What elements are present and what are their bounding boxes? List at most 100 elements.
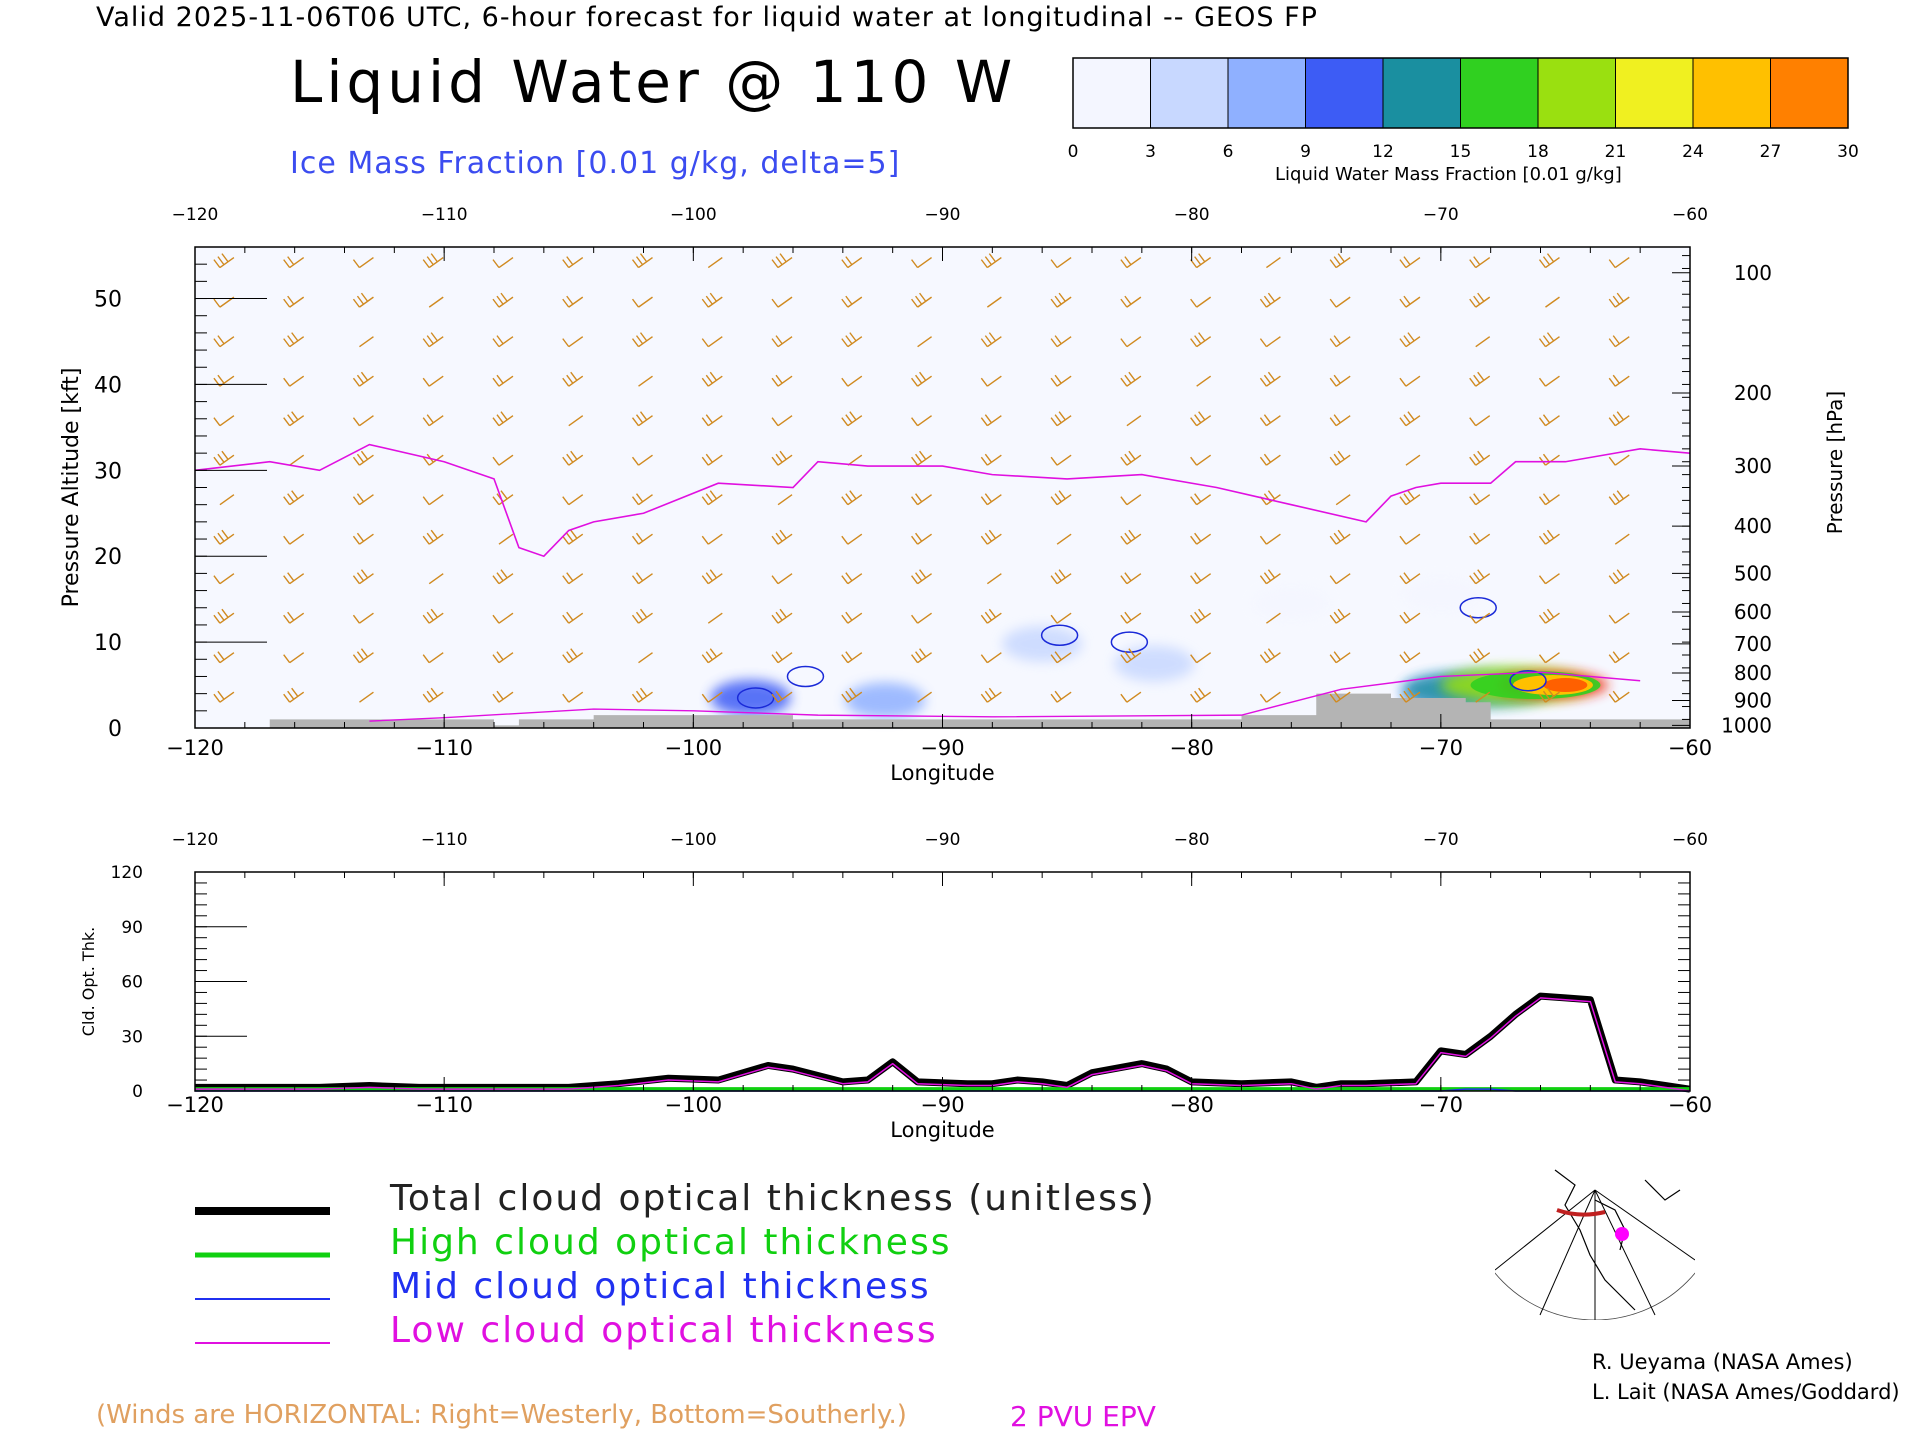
wind-barb — [638, 652, 653, 664]
wind-barb — [1120, 691, 1142, 703]
colorbar-tick-label: 27 — [1760, 142, 1782, 162]
wind-barb — [911, 569, 932, 585]
wind-barb — [701, 292, 723, 308]
wind-barb — [631, 687, 653, 703]
wind-barb — [1329, 253, 1351, 269]
x-axis-label: Longitude — [890, 1118, 994, 1142]
wind-barb — [1259, 414, 1281, 427]
wind-barb — [1475, 691, 1491, 703]
wind-barb — [911, 415, 932, 427]
wind-barb — [1190, 572, 1212, 585]
wind-barb — [1190, 411, 1212, 427]
colorbar-caption: Liquid Water Mass Fraction [0.01 g/kg] — [1275, 164, 1622, 185]
y2-tick-label: 500 — [1734, 561, 1772, 585]
wind-barb — [1469, 493, 1491, 506]
y2-tick-label: 400 — [1734, 514, 1772, 538]
colorbar-cell — [1615, 58, 1693, 128]
colorbar-cell — [1460, 58, 1538, 128]
wind-barb — [422, 529, 444, 545]
wind-barb — [917, 336, 932, 348]
x-tick-label: −80 — [1170, 1093, 1214, 1117]
wind-barb — [352, 415, 374, 427]
wind-barb — [492, 454, 514, 466]
wind-barb — [841, 295, 863, 308]
wind-barb — [1329, 573, 1351, 585]
wind-barb — [213, 690, 235, 703]
wind-barb — [631, 493, 653, 506]
wind-barb — [213, 608, 235, 624]
x-tick-label-top: −100 — [670, 205, 717, 225]
legend-high-label: High cloud optical thickness — [390, 1222, 952, 1263]
wind-barb — [1538, 687, 1560, 703]
wind-barb — [847, 454, 863, 466]
wind-barb — [1608, 411, 1630, 427]
wind-barb — [1120, 256, 1142, 269]
wind-barb — [1335, 494, 1351, 506]
colorbar-cell — [1383, 58, 1461, 128]
map-meridian — [1495, 1189, 1596, 1271]
wind-barb — [911, 648, 932, 664]
legend-mid-label: Mid cloud optical thickness — [390, 1266, 931, 1307]
wind-barb — [283, 411, 305, 427]
page-title: Liquid Water @ 110 W — [290, 48, 1017, 116]
map-meridian — [1539, 1189, 1596, 1316]
wind-barb — [1608, 454, 1630, 466]
x-tick-label-top: −110 — [421, 830, 468, 850]
wind-barb — [562, 371, 584, 387]
wind-barb — [980, 493, 1002, 506]
x-tick-label: −70 — [1419, 1093, 1463, 1117]
wind-barb — [422, 608, 444, 624]
wind-barb — [289, 454, 305, 466]
wind-barb — [1399, 256, 1421, 269]
legend-total-label: Total cloud optical thickness (unitless) — [390, 1178, 1156, 1219]
x-tick-label: −70 — [1419, 736, 1463, 760]
wind-barb — [359, 336, 374, 348]
wind-barb — [841, 490, 863, 506]
ice-contour — [1110, 631, 1149, 653]
colorbar-tick-label: 12 — [1372, 142, 1394, 162]
x-tick-label-top: −90 — [925, 830, 961, 850]
wind-barb — [1259, 691, 1281, 703]
colorbar-cell — [1693, 58, 1771, 128]
wind-barb — [1259, 533, 1281, 545]
wind-barb — [771, 608, 793, 624]
x-tick-label-top: −70 — [1423, 830, 1459, 850]
wind-barb — [1259, 292, 1281, 308]
wind-barb — [562, 450, 584, 466]
wind-barb — [283, 375, 305, 387]
wind-barb — [980, 453, 1002, 466]
wind-barb — [568, 415, 584, 427]
wind-barb — [1120, 648, 1142, 664]
wind-barb — [911, 292, 932, 308]
wind-barb — [1399, 375, 1421, 387]
wind-barb — [701, 569, 723, 585]
wind-barb — [1120, 336, 1142, 348]
y-tick-label: 0 — [132, 1082, 143, 1102]
wind-barb — [911, 612, 932, 624]
wind-barb — [1056, 533, 1072, 545]
y2-tick-label: 100 — [1734, 261, 1772, 285]
wind-barb — [1538, 414, 1560, 427]
wind-barb — [701, 371, 723, 387]
wind-barb — [1399, 651, 1421, 664]
wind-barb — [638, 375, 653, 387]
wind-barb — [213, 335, 235, 348]
wind-barb — [1608, 335, 1630, 348]
wind-barb — [1469, 532, 1491, 545]
y-tick-label: 90 — [121, 918, 143, 938]
wind-barb — [1399, 572, 1421, 585]
wind-barb — [562, 611, 584, 624]
winds-note: (Winds are HORIZONTAL: Right=Westerly, B… — [96, 1400, 907, 1430]
colorbar-frame — [1072, 57, 1849, 129]
wind-barb — [1329, 608, 1351, 624]
wind-barb — [701, 336, 723, 348]
wind-barb — [283, 687, 305, 703]
wind-barb — [1329, 374, 1351, 387]
x-axis-label: Longitude — [890, 761, 994, 785]
wind-barb — [1608, 612, 1630, 624]
credit-line-1: R. Ueyama (NASA Ames) — [1592, 1350, 1853, 1374]
wind-barb — [1050, 454, 1072, 466]
wind-barb — [771, 415, 793, 427]
wind-barb — [283, 611, 305, 624]
